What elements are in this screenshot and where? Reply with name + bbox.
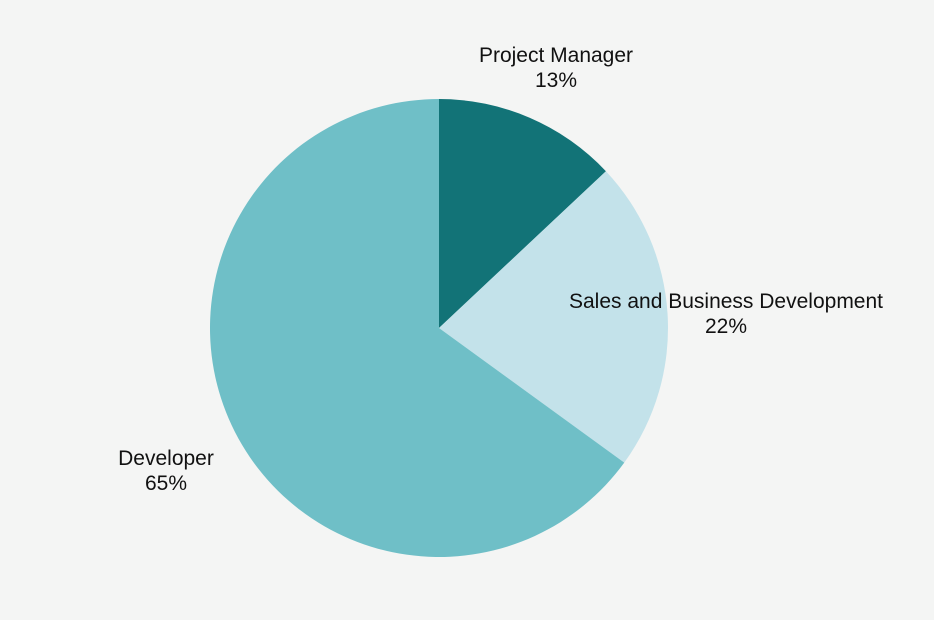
slice-percent-sales-and-business-development: 22% bbox=[705, 315, 747, 338]
slice-percent-project-manager: 13% bbox=[535, 69, 577, 92]
slice-percent-developer: 65% bbox=[145, 472, 187, 495]
pie-slice-project-manager bbox=[439, 99, 606, 328]
slice-name-project-manager: Project Manager bbox=[479, 44, 633, 67]
pie-slice-sales-and-business-development bbox=[439, 171, 668, 463]
pie-slices bbox=[209, 98, 668, 557]
slice-name-sales-and-business-development: Sales and Business Development bbox=[569, 290, 883, 313]
slice-name-developer: Developer bbox=[118, 447, 214, 470]
pie-slice-developer bbox=[209, 98, 625, 557]
